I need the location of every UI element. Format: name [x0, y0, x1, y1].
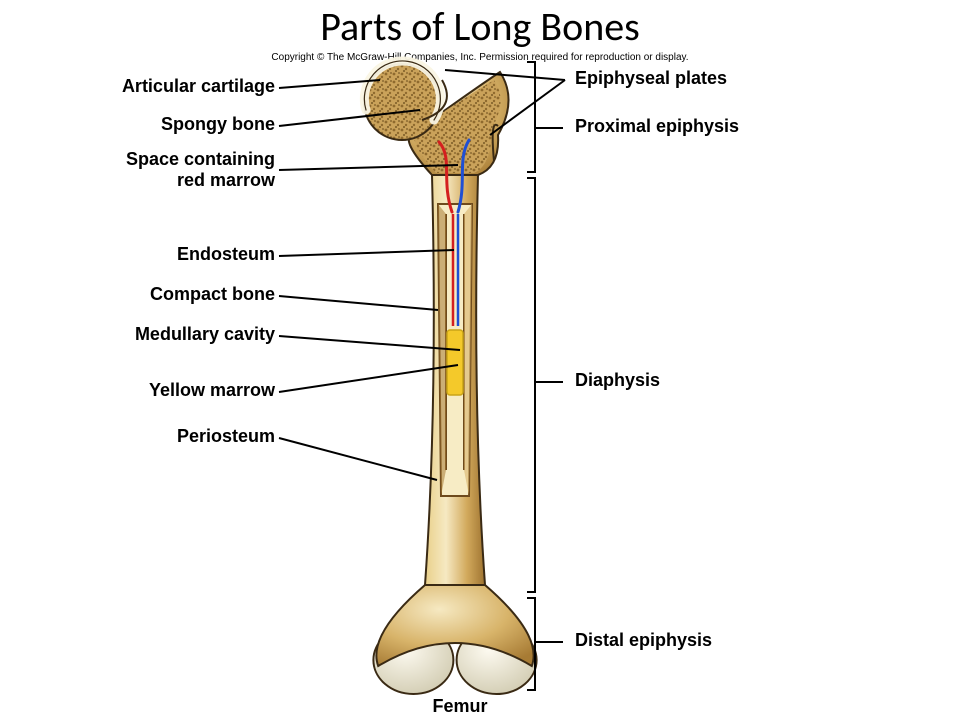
diagram-stage: { "title": { "text": "Parts of Long Bone…: [0, 0, 960, 720]
region-brackets: [527, 62, 563, 690]
femur-illustration: [364, 61, 537, 694]
label-endosteum: Endosteum: [15, 244, 275, 265]
label-proximal_epiphysis: Proximal epiphysis: [575, 116, 739, 137]
copyright-text: Copyright © The McGraw-Hill Companies, I…: [0, 52, 960, 63]
leader-lines: [279, 70, 565, 480]
label-articular_cartilage: Articular cartilage: [15, 76, 275, 97]
label-medullary_cavity: Medullary cavity: [15, 324, 275, 345]
label-yellow_marrow: Yellow marrow: [15, 380, 275, 401]
label-periosteum: Periosteum: [15, 426, 275, 447]
label-spongy_bone: Spongy bone: [15, 114, 275, 135]
label-distal_epiphysis: Distal epiphysis: [575, 630, 712, 651]
label-diaphysis: Diaphysis: [575, 370, 660, 391]
label-epiphyseal_plates: Epiphyseal plates: [575, 68, 727, 89]
label-compact_bone: Compact bone: [15, 284, 275, 305]
femur-diagram-svg: [0, 0, 960, 720]
bone-caption: Femur: [350, 696, 570, 717]
page-title: Parts of Long Bones: [0, 2, 960, 51]
label-red_marrow_space: Space containing red marrow: [15, 149, 275, 191]
